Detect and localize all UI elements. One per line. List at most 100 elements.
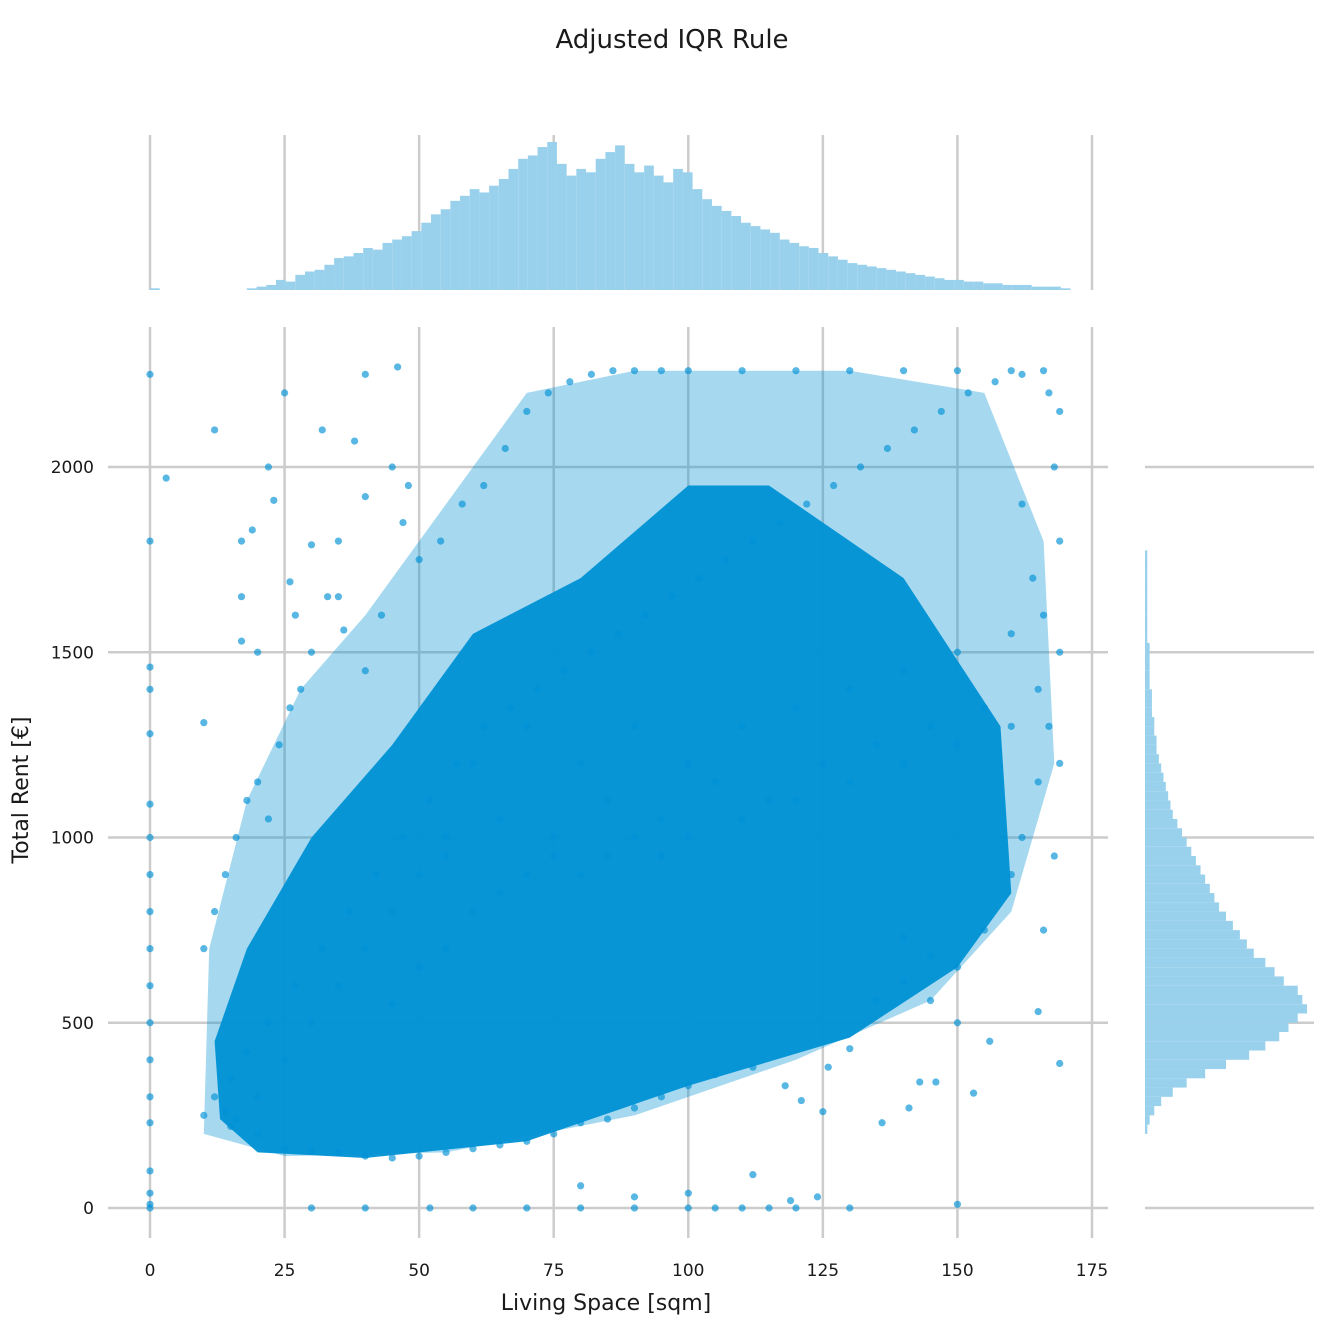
- right-histogram-bar: [1145, 680, 1150, 690]
- scatter-point: [334, 1148, 342, 1157]
- scatter-point: [878, 1119, 886, 1127]
- top-histogram-bar: [353, 253, 364, 290]
- scatter-point: [953, 367, 962, 375]
- scatter-point: [523, 407, 531, 416]
- scatter-point: [146, 800, 154, 808]
- scatter-point: [146, 1119, 154, 1127]
- scatter-point: [609, 367, 617, 375]
- scatter-point: [415, 556, 423, 564]
- x-tick-label: 125: [807, 1261, 839, 1281]
- top-histogram-bar: [711, 205, 722, 290]
- right-histogram-bar: [1145, 763, 1162, 773]
- scatter-point: [254, 1093, 262, 1101]
- top-histogram-bar: [256, 286, 267, 290]
- right-histogram-bar: [1145, 781, 1166, 792]
- right-histogram-bar: [1145, 985, 1298, 995]
- scatter-point: [657, 815, 665, 823]
- scatter-point: [469, 1145, 477, 1153]
- right-histogram-bar: [1145, 818, 1178, 829]
- top-histogram-bar: [1022, 284, 1032, 290]
- scatter-point: [560, 667, 569, 675]
- scatter-point: [291, 611, 299, 619]
- scatter-point: [910, 426, 918, 434]
- top-histogram-bar: [440, 209, 451, 290]
- scatter-point: [437, 537, 445, 545]
- right-histogram-bar: [1145, 1041, 1266, 1051]
- scatter-point: [496, 1141, 504, 1149]
- scatter-point: [264, 463, 273, 471]
- top-histogram-bar: [682, 172, 693, 290]
- right-histogram-bar: [1145, 893, 1215, 903]
- scatter-point: [469, 759, 477, 768]
- right-histogram-bar: [1145, 1087, 1173, 1097]
- top-histogram-bar: [498, 179, 509, 290]
- scatter-point: [361, 945, 369, 953]
- scatter-point: [324, 593, 332, 601]
- scatter-point: [614, 630, 622, 638]
- right-histogram-bar: [1145, 689, 1152, 699]
- scatter-point: [1050, 463, 1058, 471]
- scatter-point: [630, 367, 639, 375]
- right-histogram-bar: [1145, 578, 1148, 588]
- scatter-point: [442, 852, 450, 860]
- scatter-point: [372, 870, 380, 879]
- scatter-point: [334, 982, 342, 990]
- right-histogram-bar: [1145, 957, 1266, 968]
- scatter-point: [953, 963, 962, 971]
- top-histogram-bar: [489, 185, 499, 290]
- right-histogram-bar: [1145, 550, 1148, 560]
- top-histogram-bar: [925, 276, 935, 290]
- scatter-point: [146, 1056, 154, 1064]
- scatter-point: [318, 945, 326, 953]
- top-histogram-bar: [595, 158, 606, 290]
- scatter-point: [307, 648, 316, 656]
- scatter-point: [684, 367, 692, 375]
- scatter-point: [969, 1089, 978, 1097]
- y-axis-label: Total Rent [€]: [9, 717, 34, 865]
- scatter-point: [544, 389, 552, 397]
- scatter-point: [248, 526, 256, 534]
- scatter-point: [738, 1204, 746, 1212]
- scatter-point: [280, 1056, 289, 1064]
- right-histogram-bar: [1145, 1022, 1289, 1033]
- scatter-point: [210, 908, 219, 916]
- right-histogram-bar: [1145, 967, 1275, 977]
- scatter-point: [442, 833, 450, 842]
- scatter-point: [738, 815, 746, 823]
- scatter-point: [480, 722, 488, 730]
- scatter-point: [496, 889, 504, 897]
- top-histogram-bar: [479, 192, 490, 290]
- right-histogram-bar: [1145, 1059, 1226, 1070]
- scatter-point: [227, 1122, 235, 1131]
- scatter-point: [722, 556, 730, 564]
- top-histogram-bar: [847, 263, 858, 290]
- scatter-point: [846, 1204, 854, 1212]
- scatter-point: [695, 574, 703, 582]
- scatter-point: [1056, 407, 1064, 416]
- scatter-point: [684, 759, 692, 768]
- scatter-point: [221, 870, 229, 879]
- scatter-point: [630, 1104, 639, 1112]
- scatter-point: [577, 759, 585, 768]
- right-histogram-bar: [1145, 1096, 1162, 1107]
- right-histogram-bar: [1145, 939, 1247, 949]
- top-histogram-bar: [1041, 286, 1052, 290]
- scatter-point: [765, 1204, 773, 1212]
- scatter-point: [453, 759, 461, 768]
- scatter-point: [776, 518, 784, 527]
- scatter-point: [523, 1204, 531, 1212]
- scatter-point: [792, 367, 800, 375]
- scatter-point: [550, 1130, 558, 1138]
- scatter-point: [1007, 722, 1015, 730]
- scatter-point: [900, 367, 908, 375]
- x-tick-label: 75: [543, 1261, 565, 1281]
- right-histogram-bar: [1145, 707, 1152, 718]
- top-histogram-bar: [837, 259, 848, 290]
- right-histogram-bar: [1145, 633, 1148, 643]
- right-histogram-bar: [1145, 1004, 1307, 1014]
- scatter-point: [210, 426, 219, 434]
- top-histogram-bar: [653, 175, 664, 290]
- scatter-point: [237, 593, 246, 601]
- right-histogram-bar: [1145, 754, 1159, 764]
- scatter-point: [711, 778, 719, 786]
